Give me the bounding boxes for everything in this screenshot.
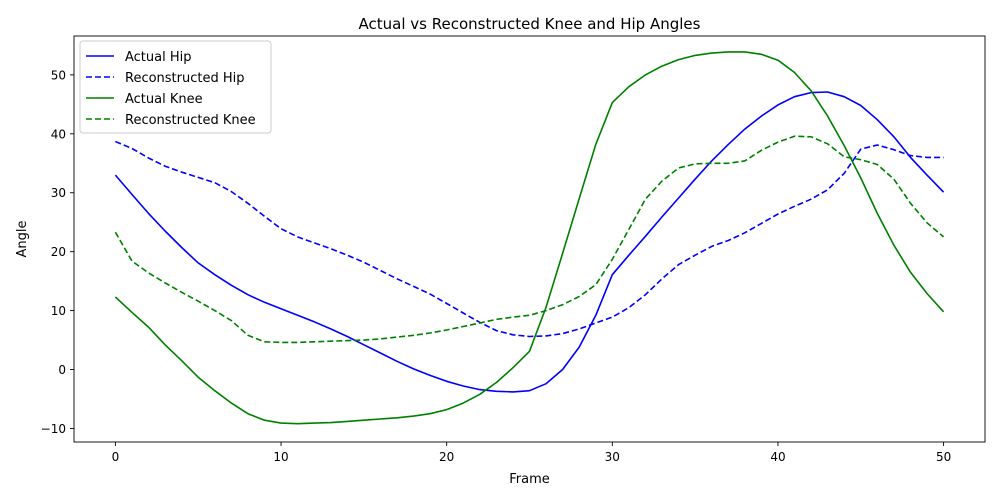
y-axis-ticks: −10 0 10 20 30 40 50 [41,68,74,436]
y-tick-label: 30 [51,186,66,200]
series-layer [114,51,945,425]
legend: Actual Hip Reconstructed Hip Actual Knee… [79,40,272,134]
legend-label-reconstructed-hip: Reconstructed Hip [125,71,245,86]
plot-frame [73,35,986,443]
x-tick-label: 10 [273,450,288,464]
x-tick-label: 40 [770,450,785,464]
y-axis-label: Angle [15,221,30,258]
x-axis-label: Frame [509,472,550,487]
y-tick-label: 10 [51,304,66,318]
series-line-reconstructed-hip [115,140,944,338]
x-tick-label: 50 [936,450,951,464]
x-tick-label: 0 [112,450,120,464]
x-tick-label: 30 [605,450,620,464]
y-tick-label: 0 [58,363,66,377]
x-tick-label: 20 [439,450,454,464]
chart-title: Actual vs Reconstructed Knee and Hip Ang… [359,15,701,33]
legend-label-actual-knee: Actual Knee [125,92,203,107]
legend-box [79,40,272,134]
y-tick-label: 20 [51,245,66,259]
legend-label-actual-hip: Actual Hip [125,50,192,65]
y-tick-label: −10 [41,422,66,436]
y-tick-label: 40 [51,127,66,141]
y-tick-label: 50 [51,68,66,82]
legend-label-reconstructed-knee: Reconstructed Knee [125,113,256,128]
series-line-actual-knee [114,51,945,425]
x-axis-ticks: 0 10 20 30 40 50 [112,442,951,464]
series-line-actual-hip [114,91,945,393]
